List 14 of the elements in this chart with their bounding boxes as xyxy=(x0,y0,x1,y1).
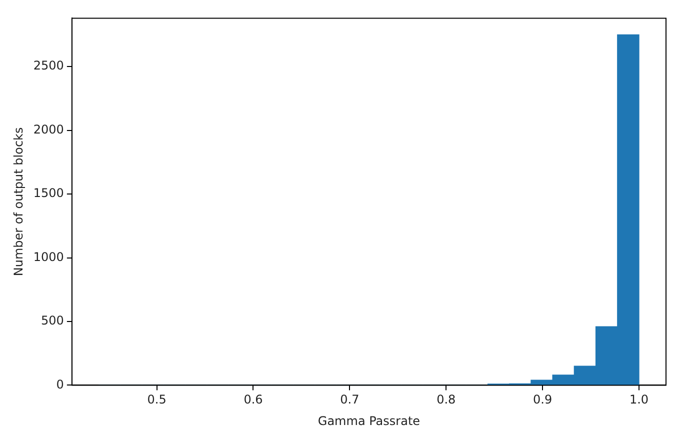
x-tick-label: 0.6 xyxy=(244,392,263,407)
y-tick-label: 0 xyxy=(56,377,64,392)
x-tick-label: 0.7 xyxy=(340,392,360,407)
x-tick-label: 0.9 xyxy=(533,392,552,407)
x-tick-label: 0.5 xyxy=(147,392,166,407)
y-tick-label: 2000 xyxy=(33,122,64,136)
y-tick-label: 1500 xyxy=(33,186,64,200)
y-tick-label: 500 xyxy=(41,314,64,328)
x-axis-title: Gamma Passrate xyxy=(318,414,420,428)
x-tick-label: 0.8 xyxy=(436,392,456,407)
y-tick-label: 2500 xyxy=(33,58,64,73)
y-axis-title: Number of output blocks xyxy=(11,127,26,276)
x-tick-label: 1.0 xyxy=(629,392,649,407)
y-tick-label: 1000 xyxy=(33,250,64,264)
